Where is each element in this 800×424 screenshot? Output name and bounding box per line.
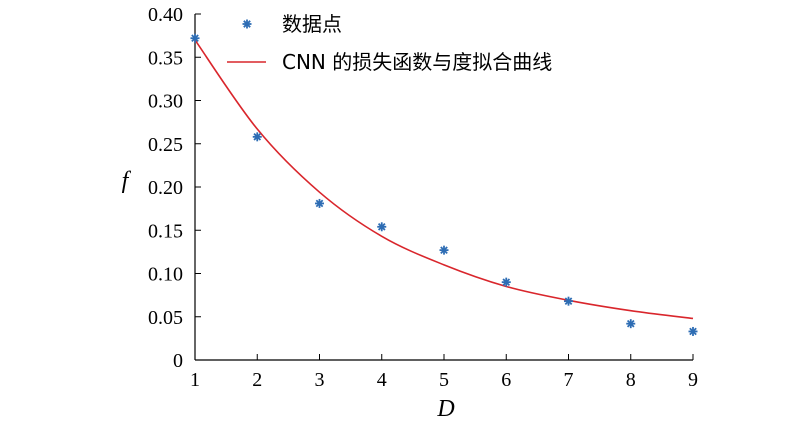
x-tick-label: 2: [252, 369, 262, 391]
data-point: [626, 319, 636, 329]
y-tick-label: 0.15: [148, 220, 183, 242]
x-tick-label: 1: [190, 369, 200, 391]
y-tick-label: 0.40: [148, 4, 183, 26]
data-point: [439, 245, 449, 255]
x-tick-label: 5: [439, 369, 449, 391]
fit-curve-series: [194, 39, 694, 320]
y-tick-label: 0: [173, 350, 183, 372]
data-point: [688, 326, 698, 336]
data-point: [564, 296, 573, 306]
legend-marker-data-points: [242, 19, 252, 29]
x-tick-label: 9: [688, 369, 698, 391]
x-tick-label: 3: [315, 369, 325, 391]
legend: 数据点 CNN 的损失函数与度拟合曲线: [227, 12, 552, 74]
data-point: [315, 198, 324, 208]
y-tick-label: 0.20: [148, 177, 183, 199]
data-point: [377, 222, 387, 232]
y-tick-label: 0.30: [148, 91, 183, 113]
y-axis-title: f: [122, 168, 132, 194]
x-tick-label: 6: [501, 369, 511, 391]
y-tick-label: 0.25: [148, 134, 183, 156]
y-tick-label: 0.10: [148, 264, 183, 286]
y-tick-label: 0.05: [148, 307, 183, 329]
data-points-series: [190, 33, 698, 336]
legend-asterisk: [242, 19, 252, 29]
legend-label-fit-curve: CNN 的损失函数与度拟合曲线: [282, 50, 552, 74]
fit-curve-line: [194, 39, 694, 320]
y-tick-label: 0.35: [148, 47, 183, 69]
data-point: [252, 132, 262, 142]
x-tick-label: 4: [377, 369, 387, 391]
data-point: [501, 277, 511, 287]
x-axis-title: D: [436, 396, 454, 422]
x-tick-label: 7: [564, 369, 574, 391]
y-tick-labels: 0 0.05 0.10 0.15 0.20 0.25 0.30 0.35 0.40: [148, 4, 183, 372]
x-tick-labels: 1 2 3 4 5 6 7 8 9: [190, 369, 698, 391]
data-point: [190, 33, 200, 43]
legend-label-data-points: 数据点: [282, 12, 342, 36]
x-tick-label: 8: [626, 369, 636, 391]
tick-marks: [194, 13, 694, 361]
